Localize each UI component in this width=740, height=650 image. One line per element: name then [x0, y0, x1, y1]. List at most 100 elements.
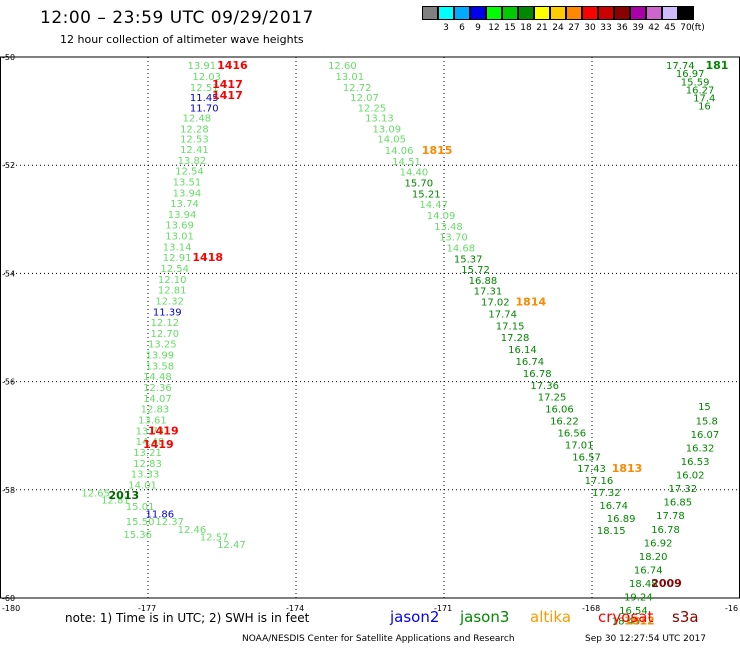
wave-height-label: 16.14: [508, 345, 537, 356]
wave-height-label: 16.92: [644, 538, 673, 549]
wave-height-label: 12.83: [133, 459, 162, 470]
wave-height-label: 18.45: [612, 617, 641, 628]
wave-height-label: 16.06: [545, 405, 574, 416]
wave-height-label: 16.74: [634, 565, 663, 576]
wave-height-label: 12.46: [178, 525, 207, 536]
wave-height-label: 13.13: [365, 114, 394, 125]
wave-height-label: 14.48: [143, 372, 172, 383]
wave-height-label: 15.36: [123, 530, 152, 541]
wave-height-label: 15.21: [412, 189, 441, 200]
pass-time-label: 1417: [212, 89, 243, 102]
map-subtitle: 12 hour collection of altimeter wave hei…: [60, 33, 304, 46]
legend-label: 6: [459, 23, 465, 33]
wave-height-label: 16.85: [664, 498, 693, 509]
wave-height-label: 12.57: [200, 532, 229, 543]
wave-height-observations: 13.9112.0312.5111.4511.7012.4812.2812.53…: [81, 61, 719, 628]
wave-height-label: 13.09: [372, 124, 401, 135]
satellite-name-altika: altika: [530, 608, 572, 626]
wave-height-label: 11.70: [190, 103, 219, 114]
legend-swatch: [470, 6, 486, 20]
wave-height-label: 16: [698, 102, 711, 113]
wave-height-label: 12.91: [163, 253, 192, 264]
wave-height-label: 17.31: [474, 287, 503, 298]
wave-height-label: 15.70: [405, 179, 434, 190]
y-tick-label: -58: [2, 486, 15, 495]
wave-height-label: 13.69: [165, 221, 194, 232]
legend-swatch: [646, 6, 662, 20]
wave-height-label: 12.25: [358, 103, 387, 114]
y-tick-label: -50: [2, 53, 15, 62]
pass-time-label: 1815: [422, 144, 453, 157]
wave-height-label: 14.51: [392, 157, 421, 168]
legend-swatch: [438, 6, 454, 20]
wave-height-label: 13.94: [173, 188, 202, 199]
wave-height-label: 13.01: [165, 232, 194, 243]
wave-height-label: 15: [698, 402, 711, 413]
wave-height-label: 16.74: [599, 501, 628, 512]
wave-height-label: 16.88: [469, 276, 498, 287]
wave-height-label: 12.41: [180, 145, 209, 156]
legend-swatch: [566, 6, 582, 20]
legend-swatch: [630, 6, 646, 20]
legend-label: 9: [475, 23, 481, 33]
wave-height-label: 13.82: [178, 156, 207, 167]
wave-height-label: 15.37: [454, 254, 483, 265]
wave-height-label: 12.32: [155, 296, 184, 307]
legend-swatch: [598, 6, 614, 20]
legend-label: 27: [568, 23, 580, 33]
wave-height-label: 16.74: [516, 357, 545, 368]
wave-height-label: 13.48: [434, 222, 463, 233]
y-tick-label: -54: [2, 269, 15, 278]
wave-height-label: 14.06: [385, 146, 414, 157]
legend-label: 3: [443, 23, 449, 33]
wave-height-label: 12.53: [180, 135, 209, 146]
wave-height-label: 16.27: [686, 85, 715, 96]
wave-height-label: 12.54: [175, 167, 204, 178]
satellite-name-s3a: s3a: [672, 608, 699, 626]
wave-height-label: 16.57: [572, 452, 601, 463]
wave-height-label: 12.72: [343, 83, 372, 94]
x-tick-label: -16: [725, 604, 738, 613]
wave-height-label: 11.86: [146, 510, 175, 521]
wave-height-label: 12.07: [350, 93, 379, 104]
wave-height-label: 13.25: [148, 340, 177, 351]
pass-time-label: 181: [705, 59, 728, 72]
wave-height-label: 12.36: [143, 383, 172, 394]
wave-height-label: 17.25: [538, 393, 567, 404]
wave-height-label: 18.20: [639, 552, 668, 563]
wave-height-label: 12.37: [155, 517, 184, 528]
wave-height-label: 17.28: [501, 333, 530, 344]
wave-height-label: 11.45: [190, 93, 219, 104]
units-note: note: 1) Time is in UTC; 2) SWH is in fe…: [65, 611, 310, 625]
wave-height-label: 13.21: [133, 448, 162, 459]
wave-height-label: 12.51: [190, 83, 219, 94]
wave-height-label: 12.28: [180, 124, 209, 135]
wave-height-label: 13.33: [131, 470, 160, 481]
legend-swatch: [662, 6, 678, 20]
wave-height-label: 16.97: [676, 69, 705, 80]
legend-label: (ft): [691, 23, 705, 33]
wave-height-label: 14.48: [136, 437, 165, 448]
wave-height-label: 16.54: [619, 606, 648, 617]
legend-label: 18: [520, 23, 532, 33]
pass-time-label: 1417: [212, 78, 243, 91]
wave-height-label: 14.40: [400, 168, 429, 179]
legend-label: 70: [680, 23, 692, 33]
wave-height-label: 12.70: [150, 329, 179, 340]
legend-swatch: [502, 6, 518, 20]
wave-height-label: 16.78: [523, 369, 552, 380]
pass-time-label: 1813: [612, 462, 643, 475]
wave-height-label: 17.4: [693, 94, 715, 105]
wave-height-label: 12.47: [217, 540, 246, 551]
legend-label: 24: [552, 23, 564, 33]
legend-swatch: [518, 6, 534, 20]
wave-height-label: 13.73: [136, 426, 165, 437]
wave-height-label: 17.78: [656, 511, 685, 522]
wave-height-label: 15.59: [681, 77, 710, 88]
wave-height-label: 13.70: [439, 233, 468, 244]
wave-height-label: 12.10: [158, 275, 187, 286]
wave-height-label: 13.01: [335, 72, 364, 83]
generation-timestamp: Sep 30 12:27:54 UTC 2017: [585, 634, 707, 644]
